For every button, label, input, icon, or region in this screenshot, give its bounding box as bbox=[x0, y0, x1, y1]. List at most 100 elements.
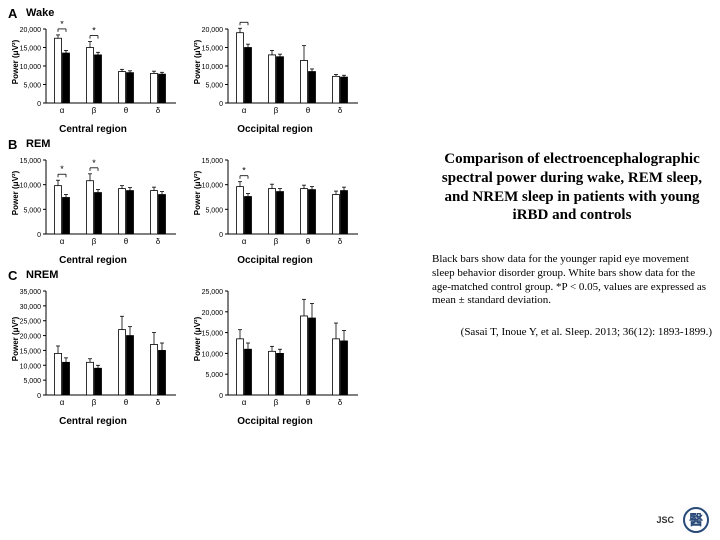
svg-text:θ: θ bbox=[124, 106, 129, 115]
subplot-occipital: 05,00010,00015,00020,000Power (μV²)*αβθδ… bbox=[190, 21, 360, 135]
svg-text:10,000: 10,000 bbox=[202, 351, 224, 358]
svg-text:δ: δ bbox=[338, 237, 343, 246]
bar-control bbox=[119, 72, 126, 103]
bar-patient bbox=[95, 368, 102, 395]
bar-control bbox=[87, 181, 94, 234]
bar-patient bbox=[309, 190, 316, 234]
bar-control bbox=[87, 48, 94, 104]
bar-control bbox=[87, 362, 94, 395]
svg-text:20,000: 20,000 bbox=[202, 27, 224, 34]
bar-patient bbox=[127, 73, 134, 103]
subplot-central: 05,00010,00015,000Power (μV²)*α*βθδCentr… bbox=[8, 152, 178, 266]
region-title: Central region bbox=[8, 416, 178, 427]
bar-patient bbox=[159, 350, 166, 395]
svg-text:β: β bbox=[274, 398, 279, 407]
bar-control bbox=[237, 187, 244, 234]
svg-text:*: * bbox=[242, 21, 246, 22]
bar-control bbox=[119, 189, 126, 234]
charts-column: AWake05,00010,00015,00020,000Power (μV²)… bbox=[8, 4, 428, 427]
panel-header: AWake bbox=[8, 4, 68, 21]
panel-letter: C bbox=[8, 266, 24, 283]
panel-header: CNREM bbox=[8, 266, 68, 283]
figure-caption: Black bars show data for the younger rap… bbox=[432, 253, 712, 308]
svg-text:θ: θ bbox=[306, 398, 311, 407]
panel-block: BREM05,00010,00015,000Power (μV²)*α*βθδC… bbox=[8, 135, 428, 266]
svg-text:*: * bbox=[242, 166, 246, 176]
svg-text:30,000: 30,000 bbox=[20, 304, 42, 311]
bar-patient bbox=[341, 77, 348, 103]
svg-text:Power (μV²): Power (μV²) bbox=[193, 39, 202, 84]
svg-text:20,000: 20,000 bbox=[20, 334, 42, 341]
seal-icon: 醫 bbox=[682, 506, 710, 534]
svg-text:Power (μV²): Power (μV²) bbox=[11, 316, 20, 361]
figure-title: Comparison of electroencephalographic sp… bbox=[432, 150, 712, 225]
panel-state-label: REM bbox=[24, 135, 50, 152]
region-title: Occipital region bbox=[190, 416, 360, 427]
figure-citation: (Sasai T, Inoue Y, et al. Sleep. 2013; 3… bbox=[432, 326, 712, 340]
svg-text:20,000: 20,000 bbox=[20, 27, 42, 34]
svg-text:δ: δ bbox=[338, 398, 343, 407]
bar-control bbox=[237, 33, 244, 103]
bar-patient bbox=[341, 341, 348, 395]
svg-text:25,000: 25,000 bbox=[202, 289, 224, 296]
svg-text:α: α bbox=[242, 398, 247, 407]
bar-control bbox=[333, 195, 340, 234]
svg-text:δ: δ bbox=[338, 106, 343, 115]
bar-control bbox=[151, 191, 158, 234]
svg-text:15,000: 15,000 bbox=[20, 348, 42, 355]
bar-patient bbox=[277, 57, 284, 103]
logo-area: JSC 醫 bbox=[656, 506, 710, 534]
jsc-logo-text: JSC bbox=[656, 515, 674, 525]
region-title: Central region bbox=[8, 124, 178, 135]
bar-patient bbox=[277, 353, 284, 395]
svg-text:β: β bbox=[92, 398, 97, 407]
bar-chart-svg: 05,00010,00015,000Power (μV²)*α*βθδ bbox=[8, 152, 178, 252]
panel-block: CNREM05,00010,00015,00020,00025,00030,00… bbox=[8, 266, 428, 427]
svg-text:15,000: 15,000 bbox=[202, 158, 224, 165]
svg-text:Power (μV²): Power (μV²) bbox=[11, 170, 20, 215]
bar-patient bbox=[341, 191, 348, 234]
svg-text:5,000: 5,000 bbox=[23, 378, 41, 385]
subplot-occipital: 05,00010,00015,00020,00025,000Power (μV²… bbox=[190, 283, 360, 427]
bar-patient bbox=[309, 72, 316, 103]
svg-text:10,000: 10,000 bbox=[202, 183, 224, 190]
svg-text:10,000: 10,000 bbox=[202, 64, 224, 71]
region-title: Central region bbox=[8, 255, 178, 266]
bar-control bbox=[301, 189, 308, 234]
text-column: Comparison of electroencephalographic sp… bbox=[432, 150, 712, 340]
bar-patient bbox=[63, 197, 70, 234]
svg-text:*: * bbox=[60, 164, 64, 174]
panel-header: BREM bbox=[8, 135, 68, 152]
svg-text:θ: θ bbox=[306, 237, 311, 246]
bar-chart-svg: 05,00010,00015,00020,000Power (μV²)*αβθδ bbox=[190, 21, 360, 121]
svg-text:15,000: 15,000 bbox=[20, 158, 42, 165]
bar-control bbox=[151, 344, 158, 395]
svg-text:β: β bbox=[92, 237, 97, 246]
svg-text:δ: δ bbox=[156, 106, 161, 115]
svg-text:15,000: 15,000 bbox=[202, 331, 224, 338]
bar-chart-svg: 05,00010,00015,00020,00025,000Power (μV²… bbox=[190, 283, 360, 413]
bar-control bbox=[119, 330, 126, 395]
svg-text:5,000: 5,000 bbox=[205, 372, 223, 379]
bar-patient bbox=[245, 349, 252, 395]
svg-text:0: 0 bbox=[219, 101, 223, 108]
svg-text:35,000: 35,000 bbox=[20, 289, 42, 296]
svg-text:10,000: 10,000 bbox=[20, 363, 42, 370]
region-title: Occipital region bbox=[190, 255, 360, 266]
panel-state-label: NREM bbox=[24, 266, 58, 283]
svg-text:25,000: 25,000 bbox=[20, 319, 42, 326]
panel-letter: B bbox=[8, 135, 24, 152]
bar-control bbox=[55, 353, 62, 395]
bar-control bbox=[269, 55, 276, 103]
svg-text:0: 0 bbox=[219, 232, 223, 239]
bar-control bbox=[237, 339, 244, 395]
svg-text:α: α bbox=[60, 398, 65, 407]
bar-patient bbox=[63, 53, 70, 103]
svg-text:10,000: 10,000 bbox=[20, 183, 42, 190]
bar-control bbox=[151, 73, 158, 103]
bar-chart-svg: 05,00010,00015,00020,000Power (μV²)*α*βθ… bbox=[8, 21, 178, 121]
bar-control bbox=[301, 60, 308, 103]
bar-patient bbox=[95, 193, 102, 234]
bar-patient bbox=[309, 318, 316, 395]
svg-text:θ: θ bbox=[124, 237, 129, 246]
